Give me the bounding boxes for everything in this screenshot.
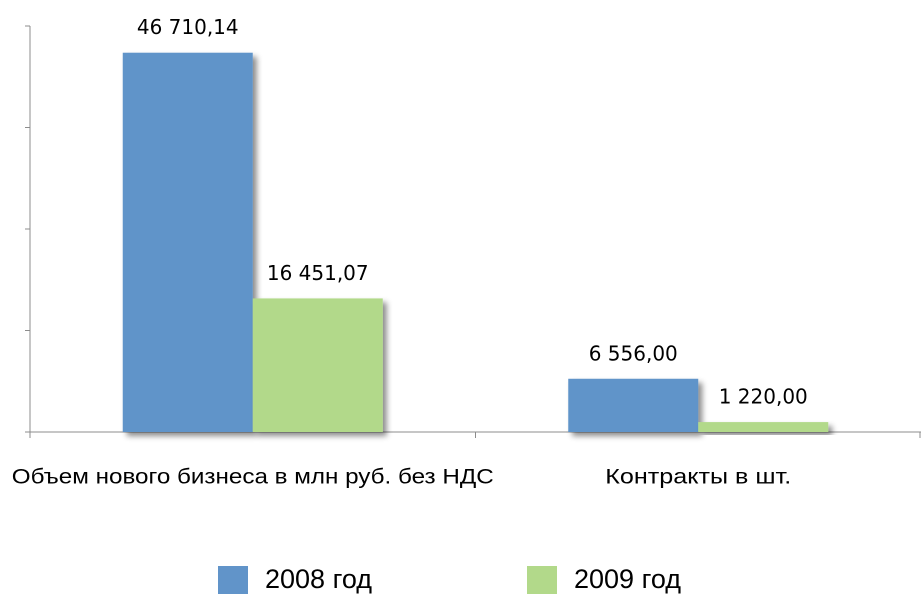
legend-label: 2008 год [265, 564, 372, 594]
legend-swatch [218, 566, 248, 594]
legend-swatch [527, 566, 557, 594]
bar [698, 422, 829, 432]
bar [122, 52, 253, 433]
data-label: 1 220,00 [719, 385, 808, 409]
data-label: 16 451,07 [267, 261, 369, 285]
x-tick-label: Контракты в шт. [605, 466, 791, 489]
data-label: 46 710,14 [137, 15, 239, 39]
bar [252, 298, 383, 432]
x-tick-label: Объем нового бизнеса в млн руб. без НДС [12, 466, 494, 489]
bar [568, 378, 699, 432]
data-label: 6 556,00 [589, 341, 678, 365]
legend-label: 2009 год [574, 564, 681, 594]
